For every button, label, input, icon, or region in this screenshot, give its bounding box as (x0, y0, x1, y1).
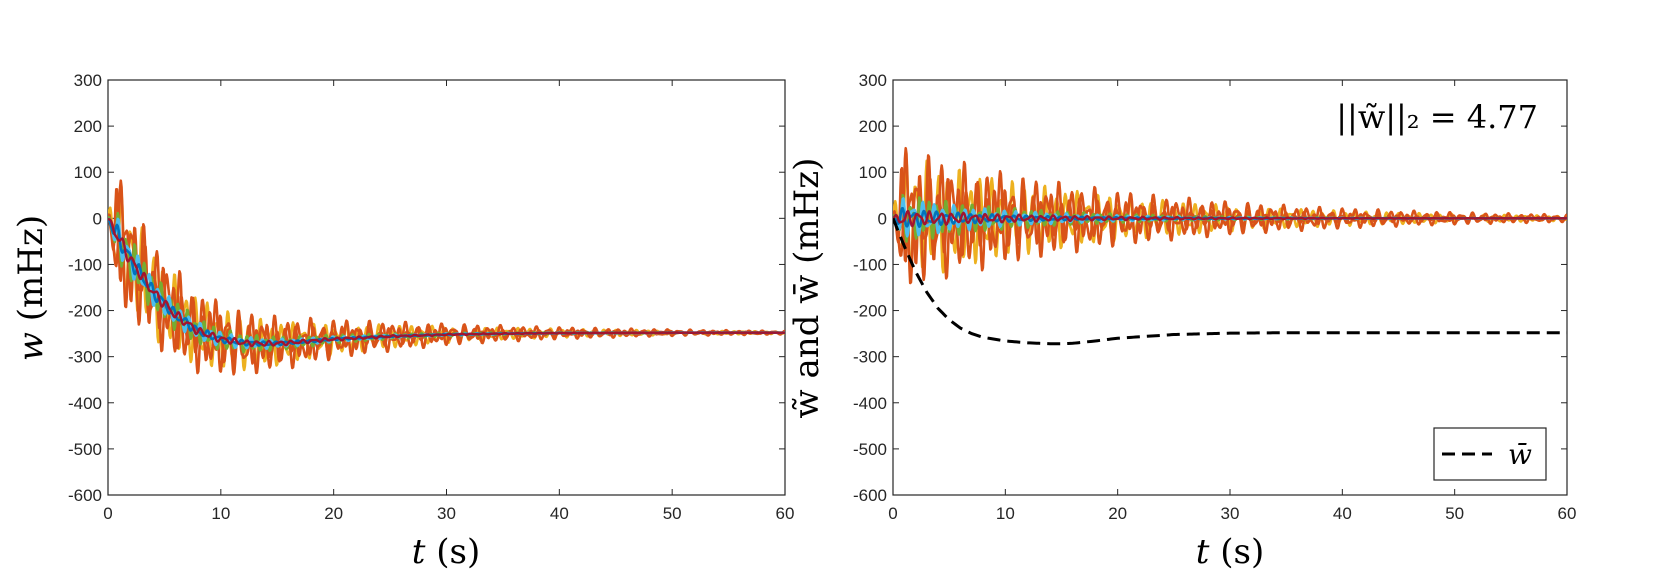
right-ytick-label: -600 (853, 486, 887, 505)
left-xtick-label: 20 (324, 504, 343, 523)
right-ytick-label: 0 (878, 209, 887, 228)
left-ticks: 0 10 20 30 40 50 60 300 200 100 0 -100 -200 -300 -400 -… (68, 71, 794, 523)
w-bar-dashed-line (893, 217, 1567, 346)
right-panel: 0 10 20 30 40 50 60 300 200 100 0 -100 -200 -300 -400 -… (787, 71, 1576, 572)
right-xtick-label: 30 (1221, 504, 1240, 523)
right-xtick-label: 60 (1558, 504, 1577, 523)
left-panel: 0 10 20 30 40 50 60 300 200 100 0 -100 -200 -300 -400 -… (11, 71, 794, 572)
left-series-group (108, 179, 785, 376)
right-xtick-label: 20 (1108, 504, 1127, 523)
left-ytick-label: -100 (68, 255, 102, 274)
left-xtick-label: 40 (550, 504, 569, 523)
left-ytick-label: 300 (74, 71, 102, 90)
left-ytick-label: -200 (68, 302, 102, 321)
left-ytick-label: -300 (68, 348, 102, 367)
right-series-line (893, 209, 1567, 228)
left-xtick-label: 10 (211, 504, 230, 523)
right-xtick-label: 10 (996, 504, 1015, 523)
left-ytick-label: -500 (68, 440, 102, 459)
right-ytick-label: -300 (853, 348, 887, 367)
right-xtick-label: 0 (888, 504, 897, 523)
right-xlabel: t (s) (1196, 532, 1264, 572)
right-ytick-label: -500 (853, 440, 887, 459)
right-ytick-label: 300 (859, 71, 887, 90)
right-ylabel: w̃ and w̄ (mHz) (787, 158, 827, 419)
legend: w̄ (1433, 427, 1547, 481)
left-ylabel: w (mHz) (11, 215, 51, 361)
right-xtick-label: 40 (1333, 504, 1352, 523)
left-series-line (108, 217, 785, 348)
left-xtick-label: 50 (663, 504, 682, 523)
right-series-group (893, 146, 1567, 346)
right-ytick-label: 200 (859, 117, 887, 136)
right-ticks: 0 10 20 30 40 50 60 300 200 100 0 -100 -200 -300 -400 -… (853, 71, 1576, 523)
left-xlabel: t (s) (412, 532, 480, 572)
left-ytick-label: -400 (68, 394, 102, 413)
legend-label: w̄ (1508, 438, 1532, 471)
left-xtick-label: 0 (103, 504, 112, 523)
norm-annotation: ||w̃||₂ = 4.77 (1336, 98, 1538, 136)
left-ytick-label: -600 (68, 486, 102, 505)
left-ytick-label: 100 (74, 163, 102, 182)
left-series-line (108, 179, 785, 376)
right-series-line (893, 146, 1567, 285)
right-ytick-label: -100 (853, 255, 887, 274)
right-ytick-label: -200 (853, 302, 887, 321)
left-ytick-label: 0 (93, 209, 102, 228)
right-axes-box (892, 79, 1568, 496)
left-ytick-label: 200 (74, 117, 102, 136)
left-xtick-label: 30 (437, 504, 456, 523)
right-xtick-label: 50 (1445, 504, 1464, 523)
left-xtick-label: 60 (776, 504, 795, 523)
right-ytick-label: 100 (859, 163, 887, 182)
right-ytick-label: -400 (853, 394, 887, 413)
left-axes-box (107, 79, 786, 496)
